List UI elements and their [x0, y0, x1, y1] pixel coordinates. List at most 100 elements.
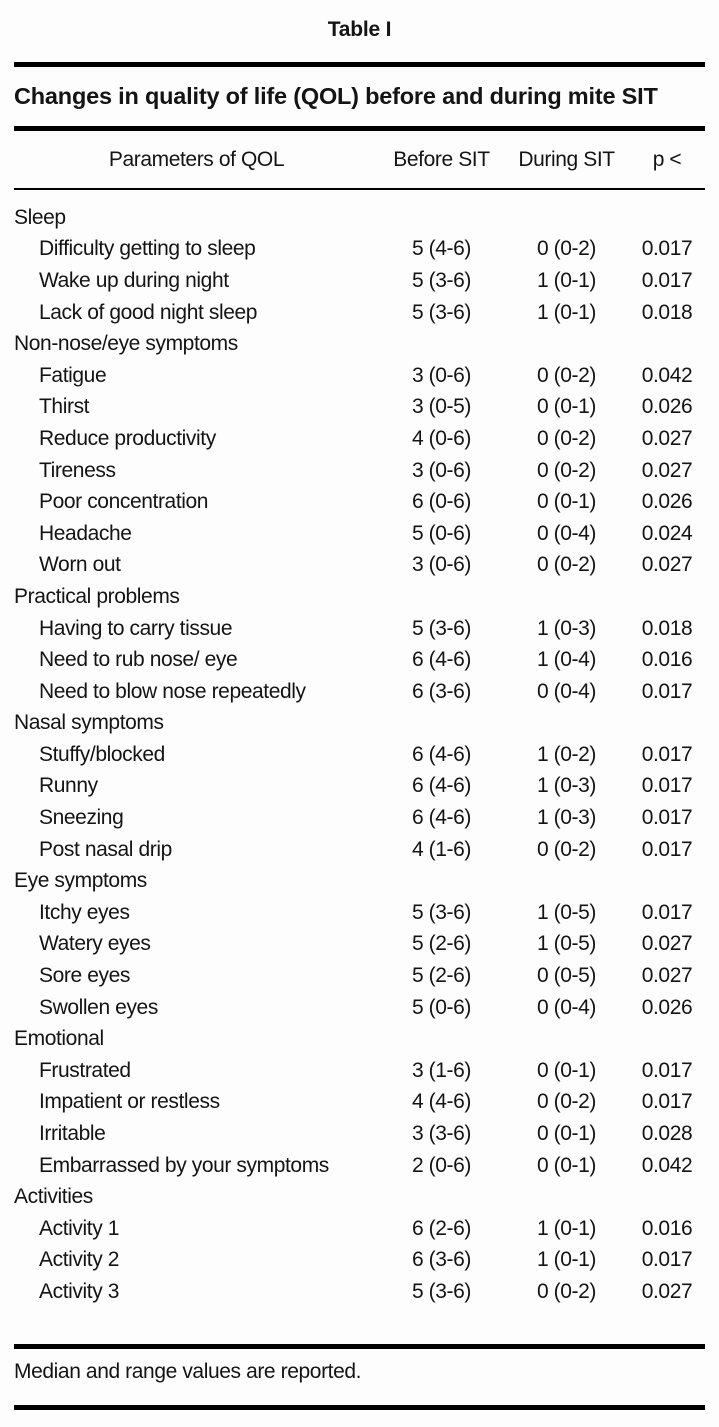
- p-value-cell: 0.024: [641, 521, 693, 545]
- p-value-cell: 0.026: [641, 395, 693, 419]
- table-header-row: Parameters of QOL Before SIT During SIT …: [14, 131, 705, 188]
- parameter-cell: Activity 3: [39, 1279, 120, 1303]
- group-header-row: Emotional: [14, 1023, 705, 1055]
- before-sit-cell: 6 (4-6): [411, 742, 472, 766]
- parameter-cell: Thirst: [39, 395, 90, 419]
- during-sit-cell: 1 (0-1): [536, 1248, 597, 1272]
- during-sit-cell: 0 (0-2): [536, 553, 597, 577]
- table-row: Itchy eyes 5 (3-6) 1 (0-5) 0.017: [14, 897, 705, 929]
- table-row: Sneezing 6 (4-6) 1 (0-3) 0.017: [14, 802, 705, 834]
- group-header-row: Activities: [14, 1181, 705, 1213]
- table-row: Sore eyes 5 (2-6) 0 (0-5) 0.027: [14, 960, 705, 992]
- before-sit-cell: 4 (1-6): [411, 837, 472, 861]
- parameter-cell: Need to blow nose repeatedly: [39, 679, 306, 703]
- table-row: Poor concentration 6 (0-6) 0 (0-1) 0.026: [14, 486, 705, 518]
- parameter-cell: Swollen eyes: [39, 995, 158, 1019]
- before-sit-cell: 6 (4-6): [411, 648, 472, 672]
- before-sit-cell: 3 (0-6): [411, 553, 472, 577]
- during-sit-cell: 0 (0-1): [536, 1122, 597, 1146]
- p-value-cell: 0.017: [641, 1248, 693, 1272]
- before-sit-cell: 3 (0-6): [411, 363, 472, 387]
- p-value-cell: 0.016: [641, 1216, 693, 1240]
- parameter-cell: Worn out: [39, 553, 121, 577]
- group-header-row: Nasal symptoms: [14, 708, 705, 740]
- during-sit-cell: 1 (0-3): [536, 806, 597, 830]
- group-name: Non-nose/eye symptoms: [14, 332, 238, 356]
- parameter-cell: Stuffy/blocked: [39, 742, 165, 766]
- table-label: Table I: [327, 18, 392, 41]
- before-sit-cell: 4 (4-6): [411, 1090, 472, 1114]
- parameter-cell: Poor concentration: [39, 490, 209, 514]
- during-sit-cell: 1 (0-1): [536, 1216, 597, 1240]
- p-value-cell: 0.017: [641, 237, 693, 261]
- during-sit-cell: 0 (0-2): [536, 1279, 597, 1303]
- table-row: Swollen eyes 5 (0-6) 0 (0-4) 0.026: [14, 992, 705, 1024]
- before-sit-cell: 3 (0-6): [411, 458, 472, 482]
- before-sit-cell: 6 (3-6): [411, 1248, 472, 1272]
- body-bottom-rule: [14, 1343, 705, 1349]
- p-value-cell: 0.042: [641, 1153, 693, 1177]
- before-sit-cell: 3 (3-6): [411, 1122, 472, 1146]
- before-sit-cell: 5 (3-6): [411, 300, 472, 324]
- before-sit-cell: 6 (4-6): [411, 774, 472, 798]
- group-header-row: Practical problems: [14, 581, 705, 613]
- group-name: Sleep: [14, 205, 66, 229]
- p-value-cell: 0.018: [641, 616, 693, 640]
- during-sit-cell: 0 (0-1): [536, 490, 597, 514]
- parameter-cell: Difficulty getting to sleep: [39, 237, 256, 261]
- group-name: Emotional: [14, 1027, 104, 1051]
- during-sit-cell: 0 (0-2): [536, 363, 597, 387]
- table-row: Activity 2 6 (3-6) 1 (0-1) 0.017: [14, 1245, 705, 1277]
- table-row: Having to carry tissue 5 (3-6) 1 (0-3) 0.01…: [14, 613, 705, 645]
- p-value-cell: 0.017: [641, 1090, 693, 1114]
- p-value-cell: 0.027: [641, 964, 693, 988]
- before-sit-cell: 5 (4-6): [411, 237, 472, 261]
- during-sit-cell: 0 (0-4): [536, 679, 597, 703]
- table-row: Tireness 3 (0-6) 0 (0-2) 0.027: [14, 455, 705, 487]
- during-sit-cell: 0 (0-2): [536, 1090, 597, 1114]
- p-value-cell: 0.017: [641, 268, 693, 292]
- p-value-cell: 0.016: [641, 648, 693, 672]
- table-row: Wake up during night 5 (3-6) 1 (0-1) 0.017: [14, 265, 705, 297]
- group-name: Eye symptoms: [14, 869, 147, 893]
- parameter-cell: Post nasal drip: [39, 837, 172, 861]
- table-row: Lack of good night sleep 5 (3-6) 1 (0-1) 0.…: [14, 297, 705, 329]
- top-rule: [14, 62, 705, 67]
- column-header-before-sit: Before SIT: [393, 147, 490, 171]
- during-sit-cell: 1 (0-3): [536, 616, 597, 640]
- during-sit-cell: 1 (0-1): [536, 300, 597, 324]
- table-row: Stuffy/blocked 6 (4-6) 1 (0-2) 0.017: [14, 739, 705, 771]
- header-bottom-rule: [14, 188, 705, 190]
- table-row: Activity 3 5 (3-6) 0 (0-2) 0.027: [14, 1276, 705, 1308]
- group-header-row: Eye symptoms: [14, 865, 705, 897]
- parameter-cell: Runny: [39, 774, 98, 798]
- during-sit-cell: 0 (0-2): [536, 237, 597, 261]
- column-header-during-sit: During SIT: [518, 147, 615, 171]
- before-sit-cell: 6 (3-6): [411, 679, 472, 703]
- p-value-cell: 0.018: [641, 300, 693, 324]
- p-value-cell: 0.017: [641, 806, 693, 830]
- group-header-row: Sleep: [14, 202, 705, 234]
- table-row: Impatient or restless 4 (4-6) 0 (0-2) 0.017: [14, 1087, 705, 1119]
- during-sit-cell: 0 (0-1): [536, 395, 597, 419]
- during-sit-cell: 1 (0-3): [536, 774, 597, 798]
- p-value-cell: 0.027: [641, 1279, 693, 1303]
- during-sit-cell: 0 (0-5): [536, 964, 597, 988]
- during-sit-cell: 1 (0-4): [536, 648, 597, 672]
- during-sit-cell: 0 (0-2): [536, 458, 597, 482]
- p-value-cell: 0.017: [641, 900, 693, 924]
- p-value-cell: 0.027: [641, 458, 693, 482]
- table-row: Difficulty getting to sleep 5 (4-6) 0 (0-2…: [14, 234, 705, 266]
- table-footnote: Median and range values are reported.: [14, 1359, 362, 1383]
- parameter-cell: Tireness: [39, 458, 116, 482]
- table-row: Runny 6 (4-6) 1 (0-3) 0.017: [14, 771, 705, 803]
- before-sit-cell: 5 (3-6): [411, 268, 472, 292]
- before-sit-cell: 6 (2-6): [411, 1216, 472, 1240]
- p-value-cell: 0.026: [641, 490, 693, 514]
- during-sit-cell: 0 (0-2): [536, 426, 597, 450]
- table-row: Need to rub nose/ eye 6 (4-6) 1 (0-4) 0.016: [14, 644, 705, 676]
- group-header-row: Non-nose/eye symptoms: [14, 328, 705, 360]
- column-header-p-value: p <: [652, 147, 682, 171]
- before-sit-cell: 3 (0-5): [411, 395, 472, 419]
